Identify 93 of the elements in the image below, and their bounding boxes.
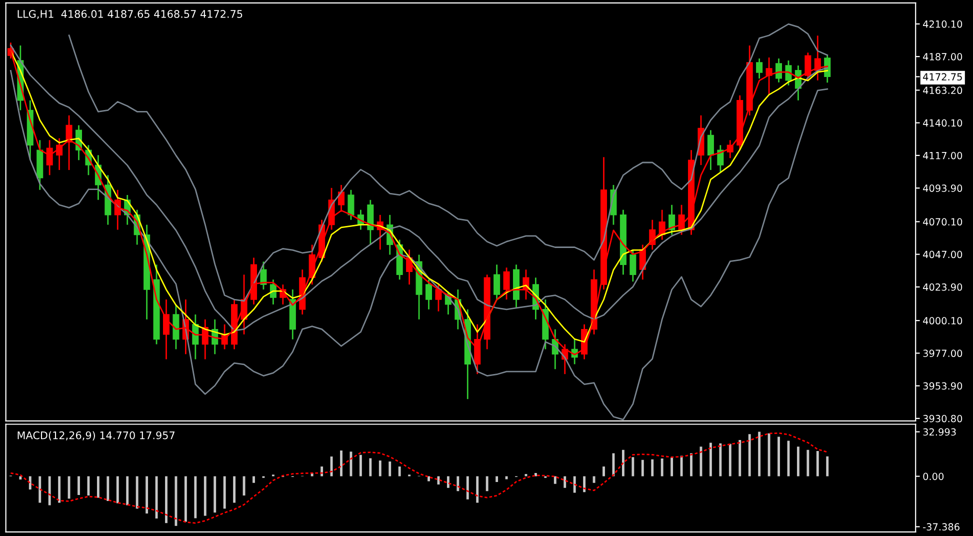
candlestick [707,129,714,171]
y-tick-label: 3977.00 [923,350,962,358]
y-tick-label: 4047.00 [923,250,962,258]
bar [583,476,586,492]
line-series [10,70,828,420]
text: MACD(12,26,9) 14.770 17.957 [18,431,174,440]
y-tick-label: 4172.75 [923,73,962,81]
bar [816,450,819,476]
text: LLG,H1 4186.01 4187.65 4168.57 4172.75 [18,10,242,19]
candlestick [435,284,442,312]
bar [359,454,362,476]
candlestick [46,139,53,176]
bar [476,476,479,503]
y-tick-label: 4140.10 [923,119,962,127]
candlestick [503,266,510,300]
y-tick-label: 4117.00 [923,152,962,160]
bar [554,476,556,484]
bar [378,460,382,476]
candlestick [270,278,276,306]
candlestick [717,144,724,173]
y-tick-label: 0.00 [923,472,944,480]
bar [622,450,624,476]
bar [136,476,138,509]
bar [709,442,712,476]
bar [146,476,148,514]
bar [632,457,634,476]
y-tick-label: 4093.90 [923,184,962,192]
candlestick [630,248,636,282]
bar [214,476,216,513]
bar [564,476,566,488]
bar [806,450,810,476]
bar [96,476,100,498]
bar [388,461,392,476]
y-tick-label: 4000.10 [923,317,962,324]
bar [690,453,692,476]
bar [126,476,129,506]
bar [116,476,119,504]
bar [758,432,761,476]
y-tick-label: -37.386 [923,523,960,531]
candlestick [775,58,782,84]
bar [78,476,80,496]
candlestick [425,278,432,310]
bar [660,458,664,476]
bar [223,476,226,509]
bar [796,446,800,476]
bar [641,460,644,476]
bar [738,440,742,476]
bar [446,476,450,488]
bar [233,476,236,503]
y-tick-label: 4070.10 [923,218,962,226]
bar [651,459,654,476]
bar [466,476,469,500]
bar [165,476,168,524]
bar [670,458,674,476]
bar [340,450,342,476]
candlestick [338,184,345,212]
candlestick [348,189,354,221]
bar [778,436,780,476]
bar [28,476,32,490]
bar [369,458,372,476]
bar [398,466,401,476]
bar [456,476,460,492]
candlestick [494,264,500,300]
bar [826,456,829,476]
bar [48,476,51,506]
bar [106,476,110,501]
bar [19,476,22,480]
bar [204,476,206,516]
candlestick [756,58,763,80]
bar [728,444,732,476]
y-tick-label: 4163.20 [923,86,962,94]
bar [534,473,537,476]
candlestick [785,60,792,86]
y-tick-label: 3930.80 [923,414,962,422]
bar [252,476,255,483]
bar [184,476,187,522]
bar [486,476,488,492]
y-tick-label: 4210.10 [923,20,962,28]
bar [719,443,722,476]
y-tick-label: 4187.00 [923,53,962,60]
bar [428,476,430,482]
line-series [10,432,828,524]
bar [496,476,498,482]
bar [58,476,61,503]
bar [194,476,197,518]
y-tick-label: 4023.90 [923,283,962,291]
bar [602,466,605,476]
candlestick [668,204,676,236]
bar [573,476,576,493]
y-tick-label: 3953.90 [923,382,962,390]
bar [38,476,42,503]
y-tick-label: 32.993 [923,428,956,436]
bar [748,434,751,476]
